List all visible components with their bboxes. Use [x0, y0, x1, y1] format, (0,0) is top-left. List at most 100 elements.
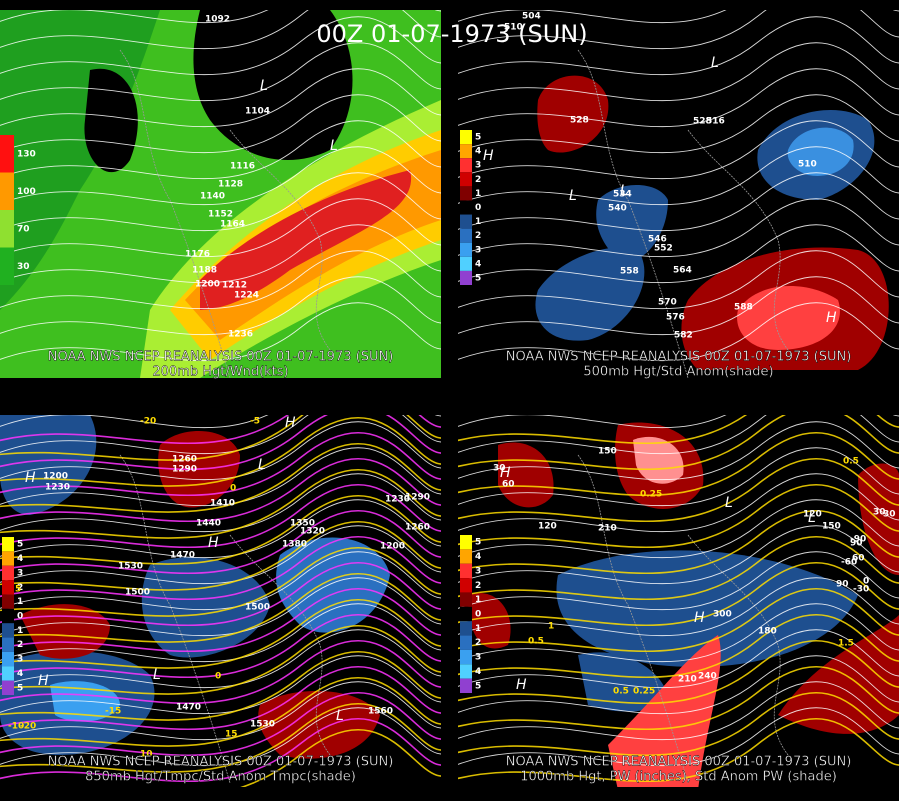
legend-label: 130 — [17, 149, 36, 159]
shaded-region — [498, 442, 554, 508]
contour-line — [0, 707, 441, 767]
contour-line — [0, 172, 441, 232]
contour-label: 1 — [548, 622, 554, 632]
coastline — [577, 454, 789, 784]
contour-label: 0.25 — [640, 490, 662, 500]
legend-swatch — [460, 270, 472, 285]
contour-label: 1230 — [385, 495, 410, 505]
legend-swatch — [460, 606, 472, 622]
pressure-center: H — [500, 465, 511, 481]
legend-label: 2 — [475, 175, 481, 185]
contour-line — [0, 473, 441, 533]
contour-label: 90 — [850, 539, 863, 549]
contour-line — [0, 421, 441, 481]
legend-swatch — [460, 186, 472, 201]
panel-caption: 500mb Hgt/Std Anom(shade) — [583, 365, 773, 380]
contour-label: 1230 — [45, 483, 70, 493]
contour-label: 588 — [734, 303, 753, 313]
contour-label: 1212 — [222, 281, 247, 291]
panel-caption: 200mb Hgt/Wnd(kts) — [152, 365, 288, 380]
pressure-center: H — [516, 677, 527, 693]
contour-line — [458, 16, 899, 76]
contour-label: -5 — [250, 417, 260, 427]
contour-line — [458, 42, 899, 102]
contour-line — [458, 536, 899, 601]
pressure-center: L — [620, 183, 628, 199]
contour-label: 60 — [852, 554, 865, 564]
contour-line — [0, 276, 441, 336]
map-area — [0, 415, 441, 787]
pressure-center: L — [258, 457, 266, 473]
contour-line — [458, 198, 899, 258]
legend-label: 3 — [17, 568, 23, 578]
legend-swatch — [460, 214, 472, 229]
contour-line — [0, 469, 441, 539]
contour-label: 528 — [693, 117, 712, 127]
contour-line — [458, 681, 899, 741]
legend-swatch — [2, 666, 14, 681]
legend-label: 1 — [475, 189, 481, 199]
contour-label: -90 — [850, 535, 866, 545]
source-line: NOAA NWS NCEP REANALYSIS 00Z 01-07-1973 … — [506, 350, 852, 365]
contour-line — [0, 651, 441, 721]
contour-line — [0, 692, 441, 757]
legend-swatch — [460, 635, 472, 650]
map-area — [458, 415, 899, 787]
contour-line — [0, 415, 441, 429]
contour-line — [0, 525, 441, 585]
legend-swatch — [0, 172, 14, 210]
contour-line — [0, 10, 441, 24]
contour-line — [458, 655, 899, 715]
legend-swatch — [2, 565, 14, 581]
pressure-center: H — [38, 673, 49, 689]
contour-label: -60 — [841, 558, 857, 568]
shaded-region — [578, 652, 668, 712]
contour-line — [0, 224, 441, 284]
contour-line — [458, 415, 899, 455]
contour-line — [0, 415, 441, 455]
contour-line — [0, 415, 441, 471]
contour-label: 1470 — [170, 551, 195, 561]
contour-line — [458, 510, 899, 575]
contour-label: 1176 — [185, 250, 210, 260]
contour-label: 210 — [598, 524, 617, 534]
legend-label: 1 — [475, 624, 481, 634]
pressure-center: L — [808, 510, 816, 526]
legend-label: 3 — [475, 566, 481, 576]
contour-line — [458, 562, 899, 627]
legend-swatch — [460, 578, 472, 593]
contour-label: 1140 — [200, 192, 225, 202]
pressure-center: H — [208, 535, 219, 551]
contour-line — [0, 614, 441, 679]
pressure-center: H — [826, 310, 837, 326]
contour-line — [0, 536, 441, 601]
legend-label: 4 — [475, 147, 481, 157]
contour-label: 576 — [666, 313, 685, 323]
pressure-center: L — [725, 495, 733, 511]
contour-label: 60 — [502, 480, 515, 490]
legend-label: 5 — [17, 683, 23, 693]
pressure-center: L — [153, 667, 161, 683]
legend-label: 3 — [475, 161, 481, 171]
contour-label: 15 — [225, 730, 238, 740]
contour-label: 1320 — [300, 527, 325, 537]
legend-swatch — [460, 592, 472, 607]
legend-label: 4 — [17, 669, 23, 679]
legend-label: 4 — [475, 259, 481, 269]
contour-label: 120 — [803, 510, 822, 520]
contour-line — [458, 94, 899, 154]
pressure-center: H — [285, 415, 296, 431]
contour-label: -10 — [8, 722, 24, 732]
contour-line — [458, 473, 899, 533]
contour-line — [0, 677, 441, 747]
legend-label: 30 — [17, 262, 30, 272]
contour-label: 570 — [658, 298, 677, 308]
contour-label: 0 — [230, 484, 236, 494]
contour-line — [0, 547, 441, 617]
pressure-center: H — [483, 148, 494, 164]
legend-label: 70 — [17, 224, 30, 234]
legend-swatch — [2, 623, 14, 638]
contour-label: 0.5 — [843, 457, 859, 467]
